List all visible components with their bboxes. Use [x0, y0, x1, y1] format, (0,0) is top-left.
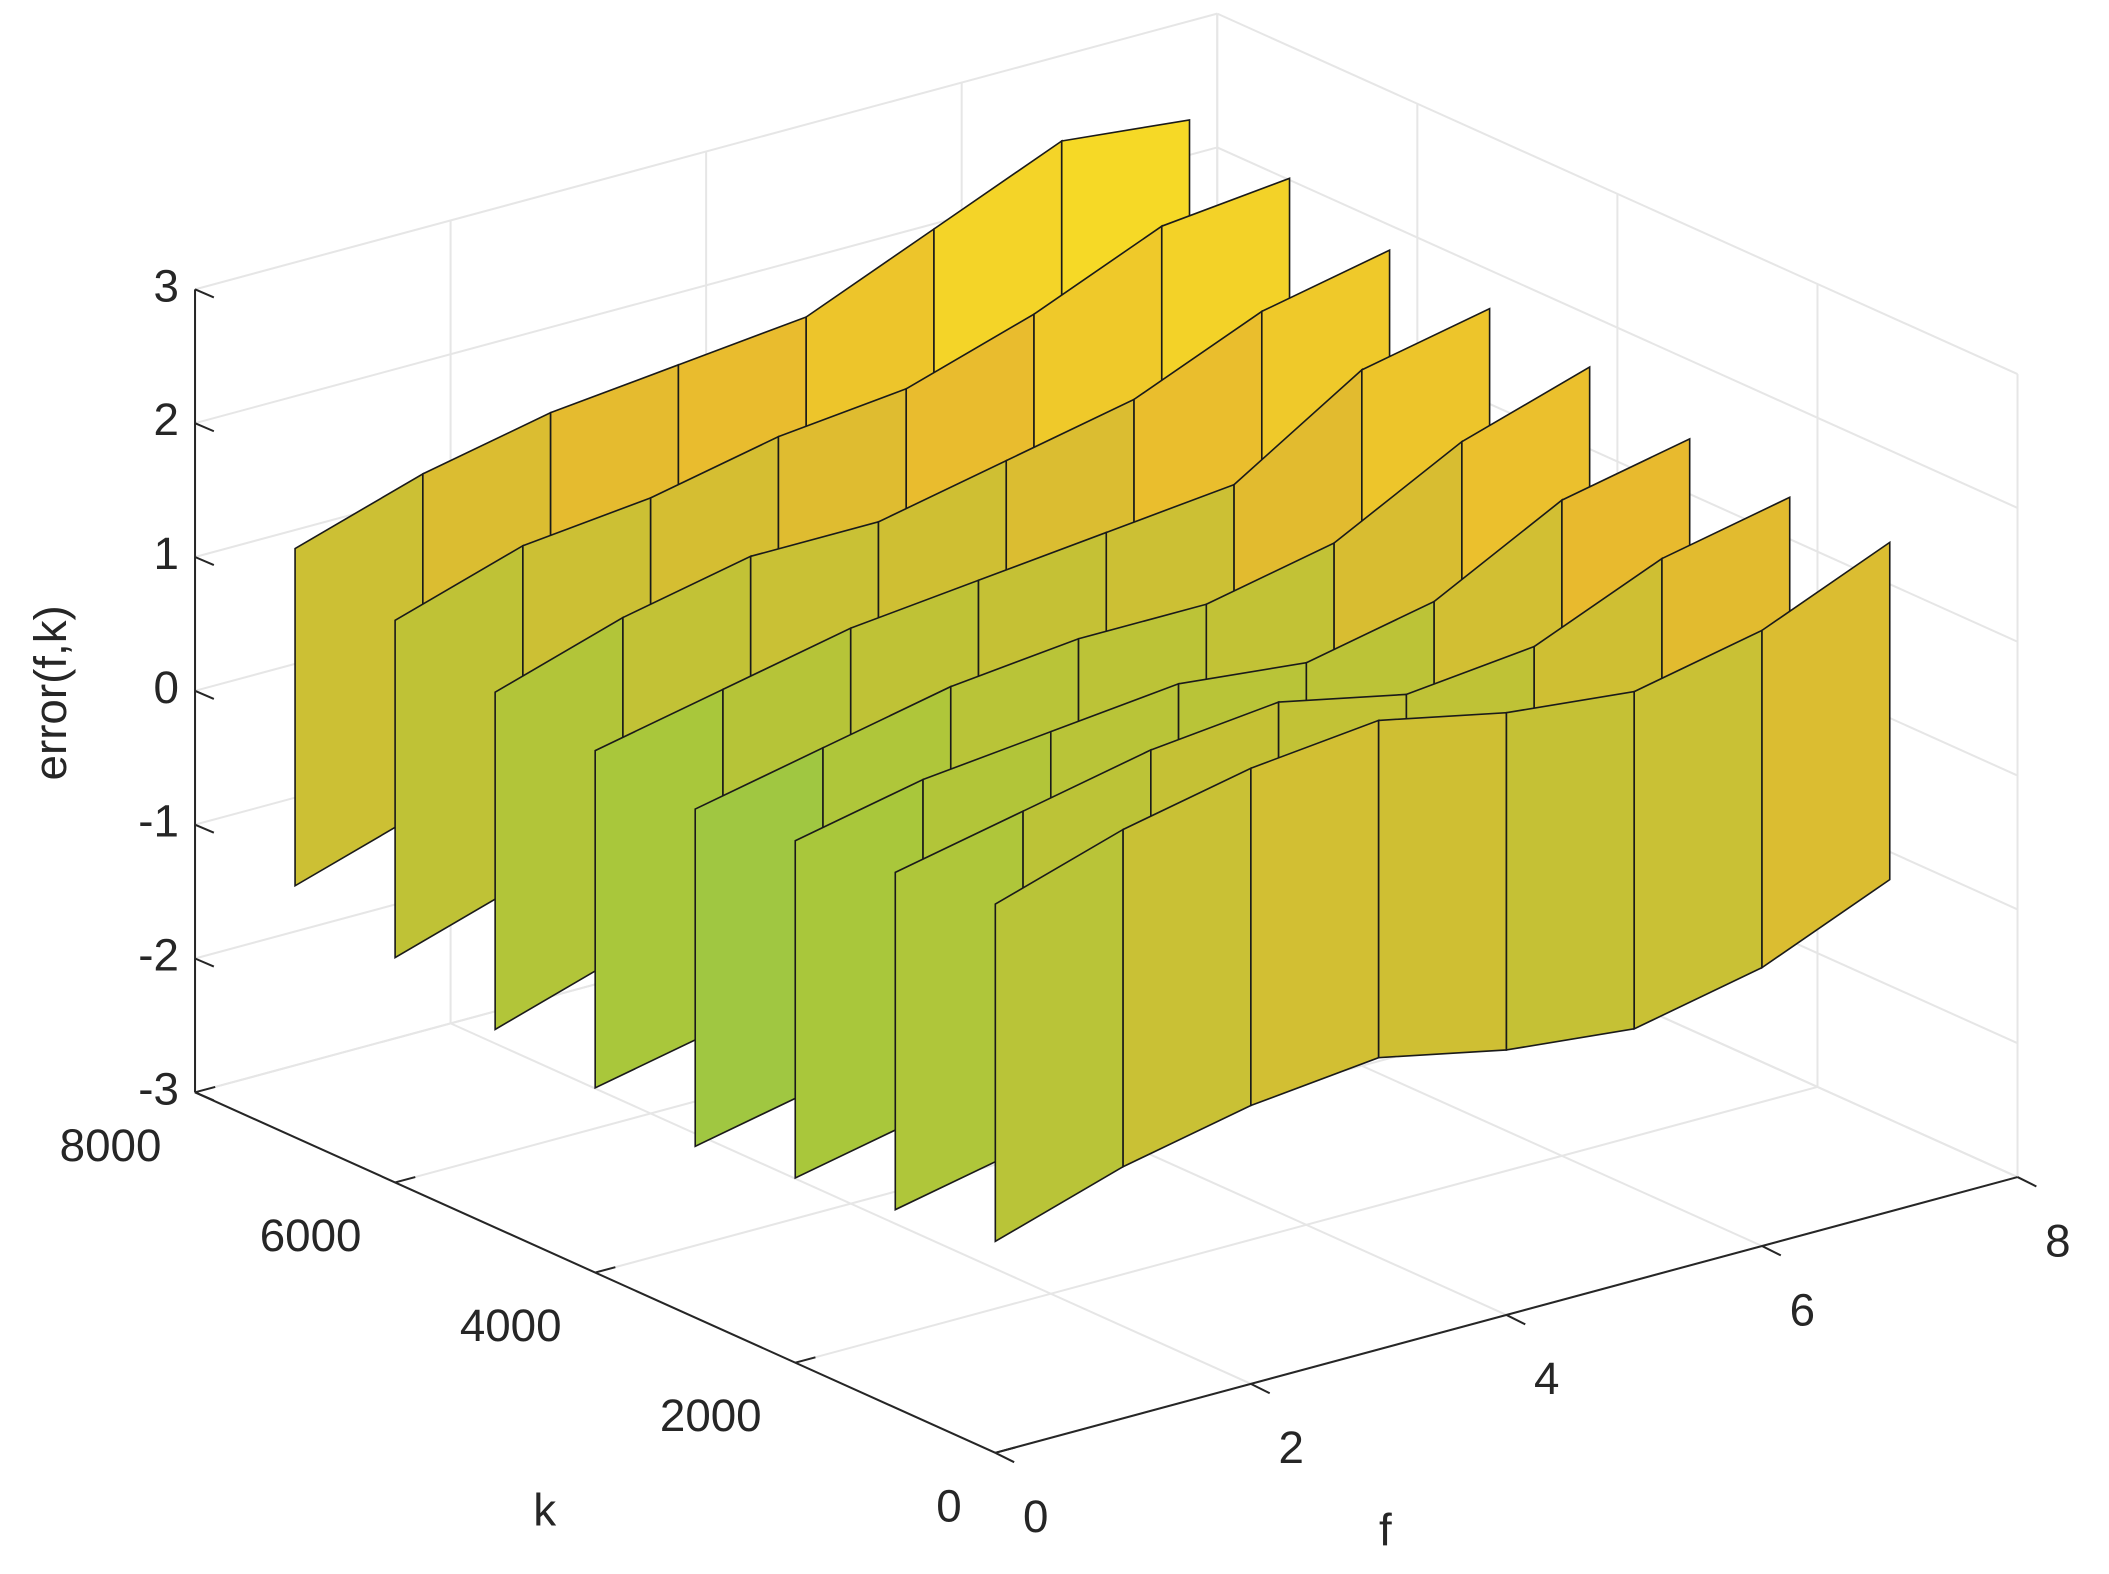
z-tick-label: -2 — [138, 930, 179, 981]
plot-area — [294, 118, 1891, 1243]
z-tick-label: 2 — [153, 394, 178, 445]
x-tick — [994, 1451, 1015, 1464]
ribbon-panel — [1761, 540, 1891, 970]
ribbon-panel — [1122, 766, 1252, 1169]
x-tick-label: 0 — [1023, 1491, 1048, 1542]
y-axis — [194, 1091, 996, 1454]
y-tick-label: 2000 — [660, 1390, 762, 1441]
ribbon-panel — [1505, 690, 1636, 1051]
y-tick — [194, 1085, 216, 1094]
z-tick — [194, 288, 215, 299]
z-tick-label: -1 — [138, 796, 179, 847]
y-tick-label: 8000 — [60, 1120, 162, 1171]
ribbon-panel — [1377, 711, 1508, 1059]
z-tick — [194, 1091, 215, 1102]
z-tick-label: -3 — [138, 1063, 179, 1114]
x-tick-label: 4 — [1534, 1353, 1559, 1404]
y-axis-label: k — [533, 1484, 556, 1535]
y-tick-label: 4000 — [460, 1300, 562, 1351]
grid-line — [794, 1085, 1818, 1364]
ribbon — [994, 540, 1891, 1243]
ribbon-panel — [1633, 629, 1763, 1031]
y-tick — [394, 1176, 416, 1184]
grid-line — [1216, 146, 2018, 509]
z-tick — [194, 556, 215, 566]
x-tick-label: 2 — [1279, 1422, 1304, 1473]
x-axis-label: f — [1379, 1505, 1392, 1556]
axes: 0 2 4 6 8 0 2000 4000 6000 8000 -3 -2 -1 0 1 2 3 — [60, 260, 2071, 1542]
grid-line — [194, 12, 1218, 291]
y-tick-label: 6000 — [260, 1210, 362, 1261]
y-tick — [794, 1356, 816, 1364]
z-axis-label: error(f,k) — [25, 605, 76, 780]
x-axis — [995, 1176, 2018, 1454]
z-tick — [194, 823, 215, 834]
x-tick — [1250, 1382, 1271, 1395]
z-tick-label: 1 — [153, 528, 178, 579]
z-tick — [194, 422, 215, 433]
x-tick — [2017, 1176, 2037, 1188]
y-tick — [594, 1266, 616, 1274]
y-tick — [995, 1446, 1016, 1454]
x-tick-label: 8 — [2045, 1215, 2070, 1266]
x-tick — [1761, 1245, 1782, 1257]
y-tick-label: 0 — [936, 1480, 961, 1531]
x-tick — [1505, 1314, 1526, 1326]
z-tick-label: 0 — [153, 662, 178, 713]
z-tick — [194, 689, 215, 700]
x-tick-label: 6 — [1790, 1284, 1815, 1335]
z-tick-label: 3 — [153, 260, 178, 311]
grid-line — [1216, 12, 2018, 375]
ribbon-panel — [1250, 719, 1380, 1107]
z-tick — [194, 957, 215, 968]
